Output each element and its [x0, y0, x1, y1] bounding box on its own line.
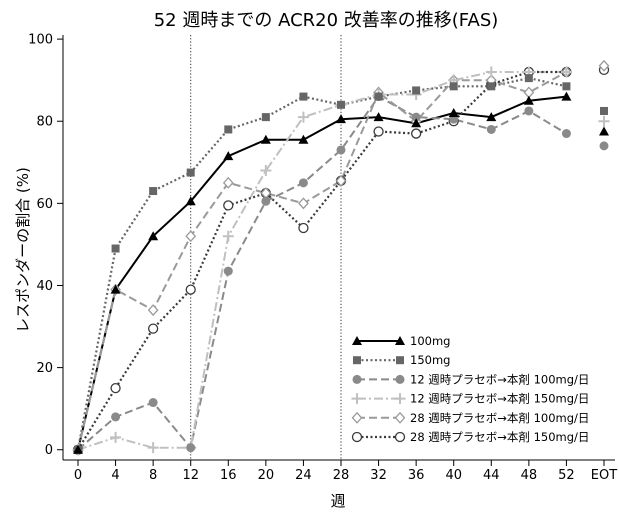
- series-2-point: [375, 93, 383, 101]
- legend-item: 12 週時プラセボ→本剤 100mg/日: [353, 372, 590, 386]
- y-tick-label: 40: [36, 279, 53, 294]
- series-2-point: [262, 113, 270, 121]
- legend-marker: [353, 375, 362, 384]
- series-3-point: [299, 178, 308, 187]
- series-2-point: [600, 107, 608, 115]
- x-tick-label: 44: [483, 468, 500, 483]
- series-2-point: [112, 245, 120, 253]
- x-tick-label: 32: [370, 468, 387, 483]
- legend-marker: [395, 393, 406, 404]
- x-tick-label: 24: [295, 468, 312, 483]
- legend-label: 100mg: [410, 334, 450, 348]
- x-tick-label: 12: [182, 468, 199, 483]
- series-3-point: [224, 267, 233, 276]
- series-6-point: [374, 127, 383, 136]
- x-tick-label: 8: [149, 468, 157, 483]
- x-tick-label: 0: [74, 468, 82, 483]
- legend-marker: [352, 393, 363, 404]
- legend-label: 28 週時プラセボ→本剤 100mg/日: [410, 411, 589, 425]
- series-3-point: [149, 398, 158, 407]
- series-3-point: [111, 412, 120, 421]
- legend-item: 28 週時プラセボ→本剤 150mg/日: [353, 430, 590, 444]
- series-1-point: [599, 126, 609, 135]
- series-2-point: [525, 74, 533, 82]
- legend-marker: [396, 433, 405, 442]
- series-2-point: [487, 82, 495, 90]
- series-2-point: [450, 82, 458, 90]
- legend-item: 100mg: [352, 334, 450, 348]
- series-3-point: [524, 106, 533, 115]
- series-2-point: [412, 86, 420, 94]
- series-3-point: [562, 129, 571, 138]
- series-2-point: [224, 125, 232, 133]
- x-tick-label: 48: [521, 468, 538, 483]
- series-4-point: [486, 66, 497, 77]
- series-3-point: [600, 141, 609, 150]
- x-tick-label: 36: [408, 468, 425, 483]
- legend-item: 150mg: [353, 353, 450, 367]
- x-tick-label: EOT: [591, 468, 617, 483]
- y-tick-label: 60: [36, 197, 53, 212]
- series-2-point: [299, 93, 307, 101]
- series-3-point: [337, 145, 346, 154]
- series-6-point: [149, 324, 158, 333]
- legend-label: 150mg: [410, 353, 450, 367]
- x-tick-label: 40: [445, 468, 462, 483]
- series-3-point: [261, 197, 270, 206]
- legend-label: 28 週時プラセボ→本剤 150mg/日: [410, 430, 589, 444]
- x-tick-label: 20: [258, 468, 275, 483]
- series-2-point: [187, 169, 195, 177]
- legend-marker: [396, 375, 405, 384]
- series-6-point: [111, 384, 120, 393]
- y-tick-label: 20: [36, 361, 53, 376]
- y-tick-label: 0: [45, 443, 53, 458]
- legend-marker: [396, 413, 405, 423]
- legend-marker: [353, 413, 362, 423]
- series-4-point: [148, 442, 159, 453]
- legend-label: 12 週時プラセボ→本剤 100mg/日: [410, 372, 589, 386]
- reference-lines: [191, 35, 341, 460]
- series-4-point: [561, 66, 572, 77]
- legend-marker: [396, 356, 404, 364]
- legend-item: 28 週時プラセボ→本剤 100mg/日: [353, 411, 590, 425]
- legend-label: 12 週時プラセボ→本剤 150mg/日: [410, 392, 589, 406]
- series-2-point: [149, 187, 157, 195]
- series-6-point: [412, 129, 421, 138]
- series-6-point: [186, 285, 195, 294]
- series-2-point: [337, 101, 345, 109]
- series-6-point: [224, 201, 233, 210]
- legend-marker: [353, 356, 361, 364]
- x-tick-label: 52: [558, 468, 575, 483]
- series-4-point: [110, 432, 121, 443]
- x-axis-label: 週: [330, 492, 345, 510]
- y-axis-label: レスポンダーの割合 (%): [14, 167, 32, 333]
- x-tick-label: 4: [111, 468, 119, 483]
- x-tick-label: 16: [220, 468, 237, 483]
- series-4-point: [223, 231, 234, 242]
- series-3-point: [186, 443, 195, 452]
- legend: 100mg 150mg 12 週時プラセボ→本剤 100mg/日 12 週時プラセボ→…: [352, 334, 590, 444]
- series-5-point: [299, 198, 308, 208]
- series-2-point: [562, 82, 570, 90]
- x-tick-label: 28: [333, 468, 350, 483]
- y-tick-label: 100: [28, 33, 53, 48]
- chart-title: 52 週時までの ACR20 改善率の推移(FAS): [154, 10, 499, 31]
- series-6-point: [299, 223, 308, 232]
- series-4-point: [599, 116, 610, 127]
- legend-marker: [353, 433, 362, 442]
- series-5-point: [149, 305, 158, 315]
- series-3-point: [487, 125, 496, 134]
- y-tick-label: 80: [36, 115, 53, 130]
- legend-item: 12 週時プラセボ→本剤 150mg/日: [352, 392, 590, 406]
